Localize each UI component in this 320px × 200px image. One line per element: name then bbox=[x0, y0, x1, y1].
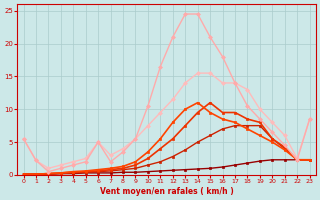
X-axis label: Vent moyen/en rafales ( km/h ): Vent moyen/en rafales ( km/h ) bbox=[100, 187, 234, 196]
